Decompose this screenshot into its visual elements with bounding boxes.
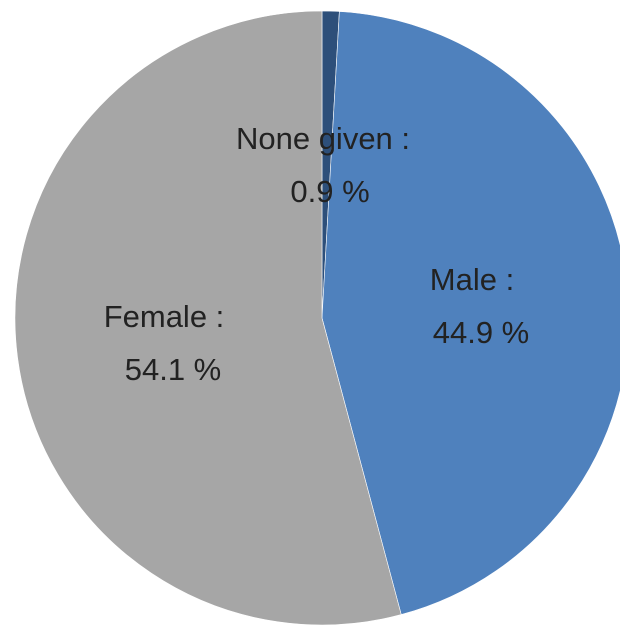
- slice-label-female-name: Female :: [104, 299, 225, 334]
- pie-labels: None given : 0.9 % Male : 44.9 % Female …: [104, 121, 530, 387]
- pie-slice-male: [321, 11, 620, 615]
- slice-label-female-value: 54.1 %: [125, 352, 222, 387]
- slice-label-none-given-value: 0.9 %: [290, 174, 369, 209]
- pie-slices: [14, 10, 620, 626]
- slice-label-none-given-name: None given :: [236, 121, 410, 156]
- slice-label-male-name: Male :: [430, 262, 514, 297]
- slice-label-male-value: 44.9 %: [433, 315, 530, 350]
- pie-slice-female: [14, 10, 402, 626]
